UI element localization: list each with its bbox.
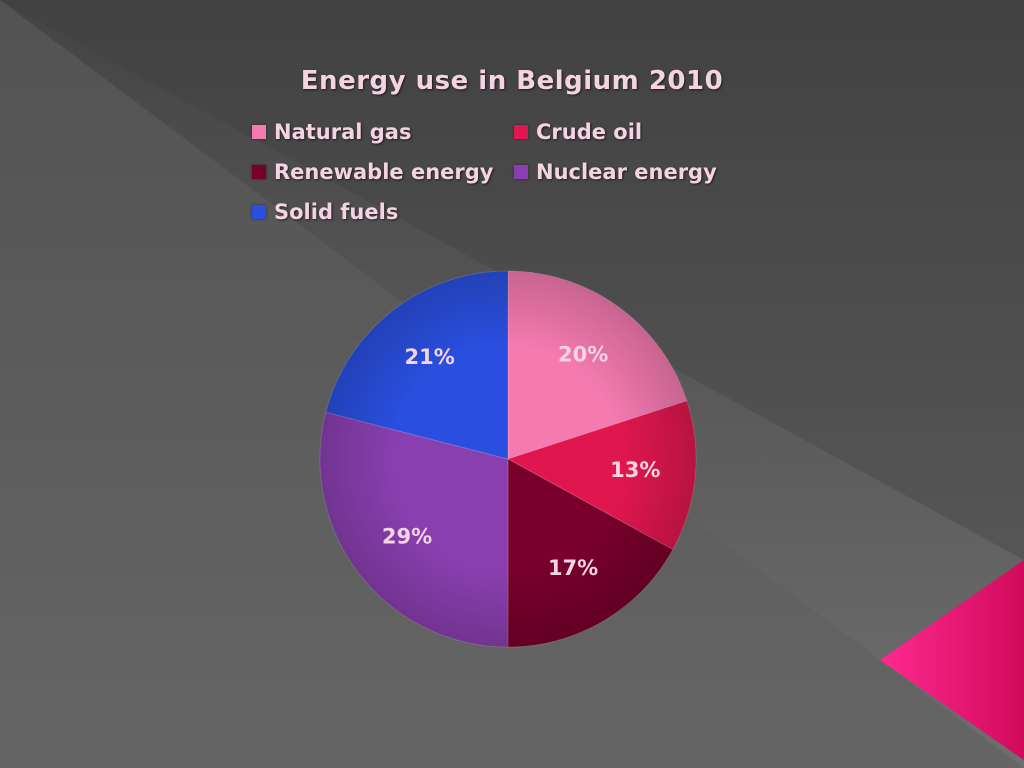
legend-swatch bbox=[252, 165, 266, 179]
chart-title: Energy use in Belgium 2010 bbox=[300, 66, 724, 96]
legend-item: Renewable energy bbox=[252, 154, 514, 190]
legend-item: Crude oil bbox=[514, 114, 764, 150]
legend-item: Nuclear energy bbox=[514, 154, 764, 190]
legend-label: Renewable energy bbox=[274, 160, 494, 184]
accent-triangle bbox=[880, 560, 1024, 760]
legend-swatch bbox=[514, 165, 528, 179]
slice-percent-label: 17% bbox=[548, 556, 598, 580]
chart-legend: Natural gas Crude oil Renewable energy Nucl… bbox=[252, 114, 772, 230]
legend-item: Solid fuels bbox=[252, 194, 514, 230]
slice-percent-label: 29% bbox=[382, 524, 432, 548]
slice-percent-label: 20% bbox=[558, 343, 608, 367]
legend-swatch bbox=[252, 205, 266, 219]
legend-label: Natural gas bbox=[274, 120, 412, 144]
slice-percent-label: 13% bbox=[610, 458, 660, 482]
legend-item: Natural gas bbox=[252, 114, 514, 150]
legend-label: Solid fuels bbox=[274, 200, 399, 224]
legend-swatch bbox=[252, 125, 266, 139]
legend-swatch bbox=[514, 125, 528, 139]
legend-label: Crude oil bbox=[536, 120, 643, 144]
legend-label: Nuclear energy bbox=[536, 160, 717, 184]
slice-percent-label: 21% bbox=[405, 345, 455, 369]
